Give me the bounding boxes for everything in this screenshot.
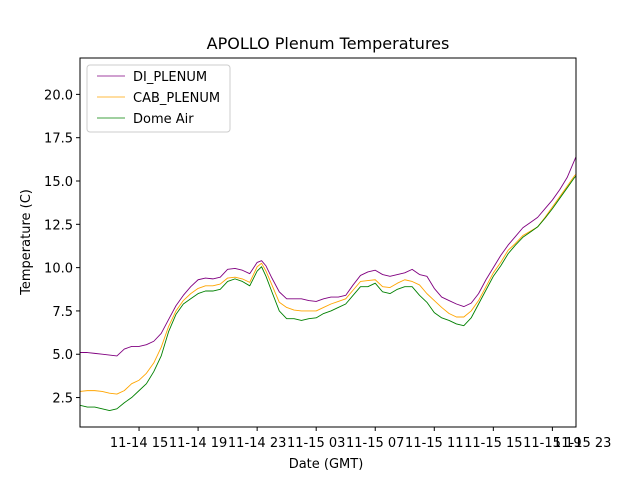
legend-label-cab-plenum: CAB_PLENUM (133, 91, 220, 106)
plot-frame (79, 57, 577, 428)
x-tick-label: 11-15 11 (405, 436, 463, 451)
series-layer (80, 155, 576, 411)
y-axis-label: Temperature (C) (19, 189, 34, 296)
ticks-layer: 2.55.07.510.012.515.017.520.011-14 15 11-… (44, 88, 611, 451)
legend: DI_PLENUM CAB_PLENUM Dome Air (86, 64, 231, 133)
chart-title: APOLLO Plenum Temperatures (207, 34, 450, 53)
x-tick-label: 11-15 15 (464, 436, 522, 451)
y-tick-label: 7.5 (52, 305, 73, 320)
y-tick-label: 2.5 (52, 392, 73, 407)
legend-label-di-plenum: DI_PLENUM (133, 70, 207, 85)
x-tick-label: 11-15 03 (287, 436, 345, 451)
x-tick-label: 11-15 19 (523, 436, 581, 451)
x-tick-label: 11-15 23 (553, 436, 611, 451)
legend-box (86, 64, 231, 133)
series-line-cab-plenum (80, 173, 576, 395)
y-tick-label: 10.0 (44, 262, 73, 277)
x-tick-label: 11-15 07 (346, 436, 404, 451)
y-tick-label: 20.0 (44, 88, 73, 103)
x-tick-label: 11-14 23 (228, 436, 286, 451)
x-tick-label: 11-14 15 (110, 436, 168, 451)
series-line-di-plenum (80, 155, 576, 357)
y-tick-label: 15.0 (44, 175, 73, 190)
y-tick-label: 5.0 (52, 348, 73, 363)
y-tick-label: 12.5 (44, 218, 73, 233)
series-line-dome-air (80, 175, 576, 411)
x-axis-label: Date (GMT) (289, 457, 364, 472)
legend-label-dome-air: Dome Air (133, 112, 194, 127)
y-tick-label: 17.5 (44, 132, 73, 147)
x-tick-label: 11-14 19 (169, 436, 227, 451)
